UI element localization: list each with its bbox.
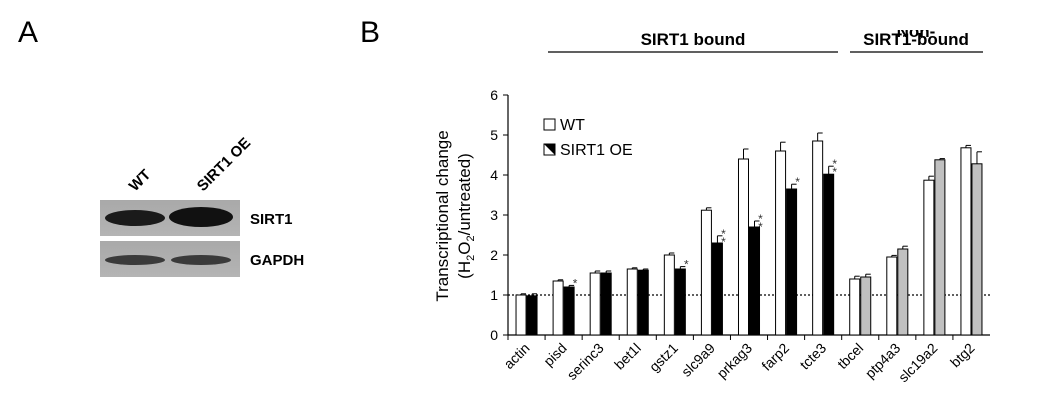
y-tick-label: 0 [490, 327, 498, 343]
bar-sirt1-oe-btg2 [971, 163, 983, 336]
x-tick-label-slc19a2: slc19a2 [895, 340, 941, 386]
y-tick-label: 3 [490, 207, 498, 223]
legend-label-wt: WT [560, 117, 585, 134]
bar-wt-serinc3 [589, 272, 601, 336]
bar-sirt1-oe-prkag3 [749, 226, 761, 336]
bar-sirt1-oe-gstz1 [674, 268, 686, 336]
significance-star-gstz1: * [684, 258, 689, 272]
y-tick-label: 4 [490, 167, 498, 183]
y-axis-title-line1: Transcriptional change [433, 130, 452, 301]
bar-sirt1-oe-slc9a9 [711, 242, 723, 336]
legend-swatch-sirt1-oe-fill [544, 144, 555, 155]
bar-wt-tbcel [849, 278, 861, 336]
x-tick-label-prkag3: prkag3 [714, 340, 756, 382]
bar-wt-pisd [552, 280, 564, 336]
bar-wt-slc19a2 [923, 179, 935, 336]
x-tick-label-actin: actin [500, 340, 532, 372]
bar-wt-bet1l [626, 268, 638, 336]
group-label-non-line2: SIRT1-bound [863, 30, 969, 49]
x-tick-label-bet1l: bet1l [611, 340, 644, 373]
band-label-sirt1: SIRT1 [250, 211, 293, 228]
panel-b-letter: B [360, 16, 381, 49]
y-axis-title-line2: (H2O2/untreated) [455, 153, 477, 279]
x-tick-label-gstz1: gstz1 [646, 340, 681, 375]
x-tick-label-slc9a9: slc9a9 [678, 340, 718, 380]
x-tick-label-farp2: farp2 [758, 340, 792, 374]
significance-star-slc9a9: * [721, 235, 726, 249]
bar-sirt1-oe-pisd [563, 286, 575, 336]
band-gapdh-oe [171, 255, 231, 265]
significance-star-prkag3: * [758, 220, 763, 234]
lane-label-wt: WT [126, 166, 155, 195]
bar-wt-farp2 [775, 150, 787, 336]
bar-wt-btg2 [960, 147, 972, 336]
group-label-sirt1-bound: SIRT1 bound [641, 30, 746, 49]
bar-wt-tcte3 [812, 140, 824, 336]
bar-chart: SIRT1 bound Non- SIRT1-bound Transcripti… [433, 30, 990, 386]
western-blot: WT SIRT1 OE SIRT1 GAPDH [100, 134, 304, 277]
significance-star-pisd: * [573, 276, 578, 290]
bar-sirt1-oe-actin [526, 295, 538, 336]
legend-swatch-wt [543, 118, 556, 131]
significance-star-tcte3: * [832, 165, 837, 179]
bar-wt-actin [515, 294, 527, 336]
panel-a-letter: A [18, 16, 39, 49]
bar-sirt1-oe-slc19a2 [934, 159, 946, 336]
y-tick-label: 5 [490, 127, 498, 143]
bar-wt-ptp4a3 [886, 256, 898, 336]
x-tick-label-serinc3: serinc3 [564, 340, 607, 383]
significance-star-tcte3: * [832, 157, 837, 171]
bar-sirt1-oe-tcte3 [823, 173, 835, 336]
band-label-gapdh: GAPDH [250, 252, 304, 269]
bar-sirt1-oe-bet1l [637, 269, 649, 336]
bar-sirt1-oe-tbcel [860, 276, 872, 336]
significance-star-slc9a9: * [721, 227, 726, 241]
significance-star-farp2: * [795, 175, 800, 189]
bar-wt-gstz1 [663, 254, 675, 336]
y-tick-label: 6 [490, 87, 498, 103]
bar-sirt1-oe-serinc3 [600, 272, 612, 336]
bar-sirt1-oe-farp2 [786, 188, 798, 336]
x-tick-label-tbcel: tbcel [834, 340, 866, 372]
y-tick-label: 1 [490, 287, 498, 303]
x-tick-label-tcte3: tcte3 [796, 340, 829, 373]
band-sirt1-wt [105, 210, 165, 226]
bar-sirt1-oe-ptp4a3 [897, 248, 909, 336]
y-tick-label: 2 [490, 247, 498, 263]
legend-label-sirt1-oe: SIRT1 OE [560, 142, 633, 159]
x-tick-label-btg2: btg2 [947, 340, 978, 371]
lane-label-sirt1-oe: SIRT1 OE [194, 134, 254, 194]
significance-star-prkag3: * [758, 212, 763, 226]
x-tick-label-pisd: pisd [540, 340, 569, 369]
group-label-non-line1: Non- [897, 30, 936, 41]
bar-wt-slc9a9 [700, 209, 712, 336]
band-gapdh-wt [105, 255, 165, 265]
band-sirt1-oe [169, 207, 233, 227]
bar-wt-prkag3 [737, 158, 749, 336]
